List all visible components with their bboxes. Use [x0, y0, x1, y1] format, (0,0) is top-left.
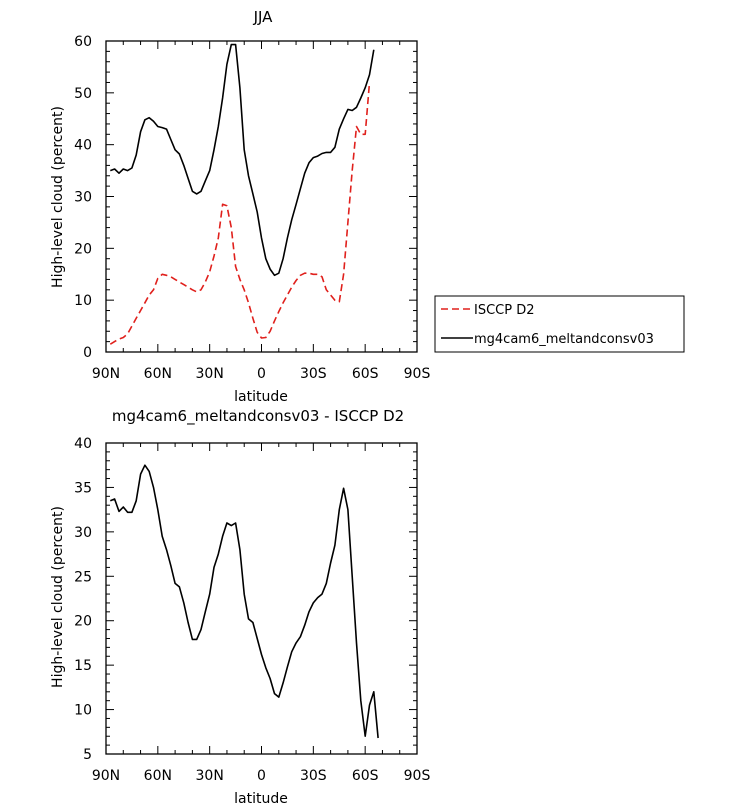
top-series-line-1 [110, 43, 375, 277]
top-plot-area: 90N 60N 30N 0 30S 60S 90S 0 10 20 30 40 50 60 [74, 34, 430, 382]
top-y-tick-label: 0 [83, 345, 92, 361]
top-x-tick-label: 30S [300, 366, 327, 382]
bottom-panel: mg4cam6_meltandconsv03 - ISCCP D2 90N 60N… [50, 407, 430, 807]
top-y-tick-label: 40 [74, 138, 92, 154]
bottom-y-tick-label: 5 [83, 747, 92, 763]
top-chart-title: JJA [253, 8, 274, 26]
bottom-y-tick-label: 25 [74, 569, 92, 585]
legend-label-mg4cam6: mg4cam6_meltandconsv03 [474, 332, 654, 347]
bottom-y-tick-label: 15 [74, 658, 92, 674]
top-y-axis-label: High-level cloud (percent) [50, 106, 66, 288]
top-x-tick-label: 90S [404, 366, 431, 382]
legend-box [434, 295, 685, 353]
bottom-x-tick-label: 60N [144, 768, 172, 784]
top-panel: JJA 90N 60N 30N 0 30S 60S 90S 0 10 20 30 40 50 60 lat… [50, 8, 685, 405]
top-x-axis-label: latitude [234, 389, 288, 405]
bottom-x-tick-label: 60S [352, 768, 379, 784]
bottom-plot-frame [105, 442, 418, 755]
bottom-y-tick-label: 40 [74, 436, 92, 452]
top-x-tick-label: 60N [144, 366, 172, 382]
bottom-x-tick-label: 30N [196, 768, 224, 784]
top-x-tick-label: 30N [196, 366, 224, 382]
bottom-x-tick-label: 30S [300, 768, 327, 784]
top-y-tick-label: 10 [74, 293, 92, 309]
bottom-x-tick-label: 90S [404, 768, 431, 784]
top-x-tick-label: 0 [257, 366, 266, 382]
bottom-y-tick-label: 20 [74, 614, 92, 630]
top-y-tick-label: 60 [74, 34, 92, 50]
top-x-tick-label: 90N [92, 366, 120, 382]
legend-label-isccp-d2: ISCCP D2 [474, 303, 535, 318]
bottom-y-tick-label: 10 [74, 703, 92, 719]
bottom-y-axis-label: High-level cloud (percent) [50, 506, 66, 688]
top-series-line-0 [109, 82, 371, 345]
bottom-x-tick-label: 0 [257, 768, 266, 784]
bottom-y-tick-label: 30 [74, 525, 92, 541]
bottom-plot-area: 90N 60N 30N 0 30S 60S 90S 5 10 15 20 25 30 35 40 [74, 436, 430, 784]
bottom-x-tick-label: 90N [92, 768, 120, 784]
top-plot-frame [105, 40, 418, 353]
top-y-tick-label: 50 [74, 86, 92, 102]
bottom-y-tick-label: 35 [74, 480, 92, 496]
bottom-x-axis-label: latitude [234, 791, 288, 807]
top-y-tick-label: 20 [74, 241, 92, 257]
legend: ISCCP D2 mg4cam6_meltandconsv03 [434, 295, 685, 353]
top-y-tick-label: 30 [74, 190, 92, 206]
top-x-tick-label: 60S [352, 366, 379, 382]
bottom-series-line-0 [109, 464, 379, 739]
bottom-chart-title: mg4cam6_meltandconsv03 - ISCCP D2 [112, 407, 404, 426]
